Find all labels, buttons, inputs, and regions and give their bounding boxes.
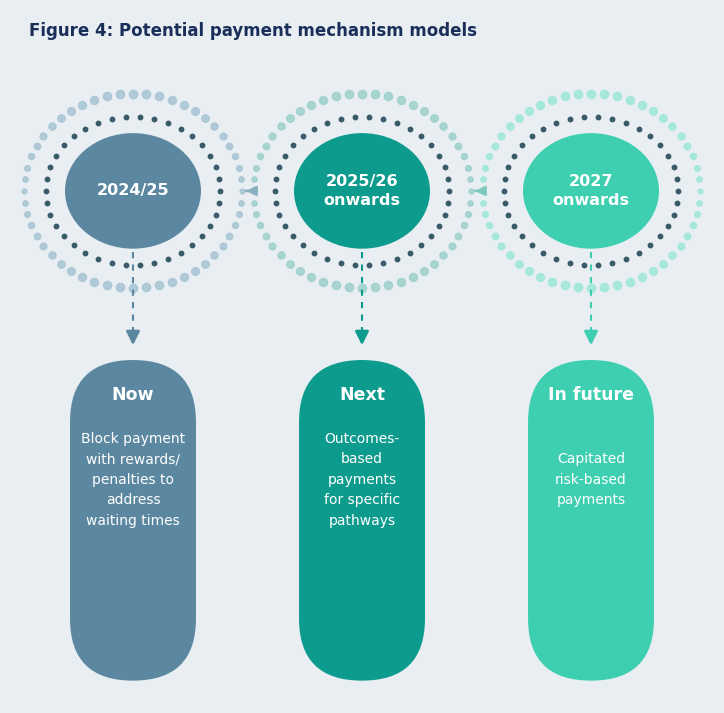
Text: 2027
onwards: 2027 onwards xyxy=(552,174,629,207)
Text: 2025/26
onwards: 2025/26 onwards xyxy=(324,174,400,207)
FancyBboxPatch shape xyxy=(70,360,196,681)
Text: Figure 4: Potential payment mechanism models: Figure 4: Potential payment mechanism mo… xyxy=(29,22,477,40)
Text: 2024/25: 2024/25 xyxy=(97,183,169,198)
Text: Outcomes-
based
payments
for specific
pathways: Outcomes- based payments for specific pa… xyxy=(324,431,400,528)
Ellipse shape xyxy=(294,133,430,249)
FancyBboxPatch shape xyxy=(299,360,425,681)
Ellipse shape xyxy=(523,133,659,249)
Text: Capitated
risk-based
payments: Capitated risk-based payments xyxy=(555,452,627,508)
Text: Now: Now xyxy=(111,386,154,404)
Text: Block payment
with rewards/
penalties to
address
waiting times: Block payment with rewards/ penalties to… xyxy=(81,431,185,528)
Ellipse shape xyxy=(65,133,201,249)
FancyBboxPatch shape xyxy=(528,360,654,681)
Text: In future: In future xyxy=(548,386,634,404)
Text: Next: Next xyxy=(339,386,385,404)
